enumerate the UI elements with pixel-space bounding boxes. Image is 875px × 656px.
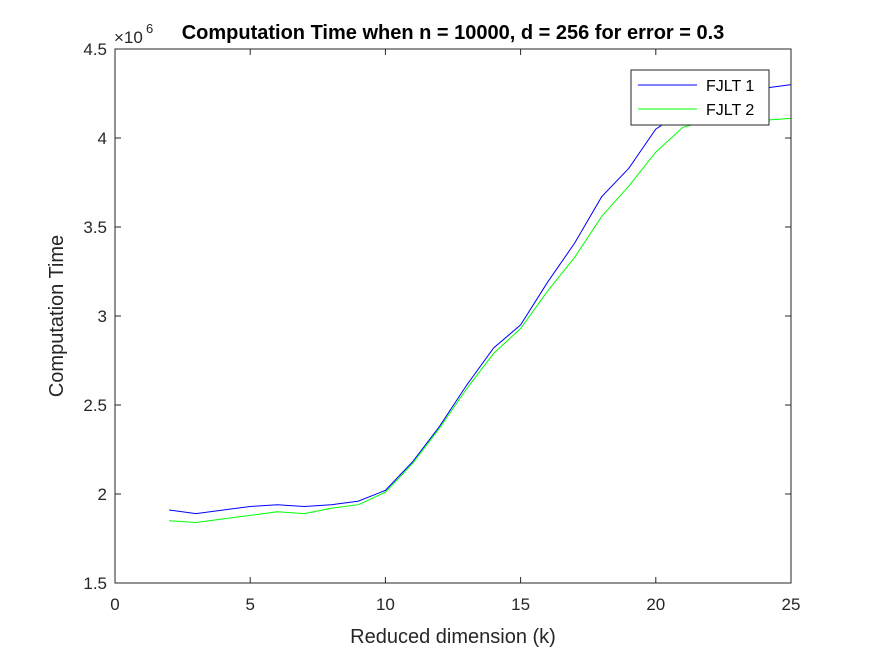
legend: FJLT 1 FJLT 2 xyxy=(630,69,770,126)
y-tick-label: 4 xyxy=(98,129,107,148)
x-tick-label: 25 xyxy=(782,595,801,614)
x-tick-label: 5 xyxy=(245,595,254,614)
x-tick-label: 15 xyxy=(511,595,530,614)
x-tick-label: 0 xyxy=(110,595,119,614)
chart-title: Computation Time when n = 10000, d = 256… xyxy=(182,22,725,44)
series-line-fjlt-2 xyxy=(169,117,792,524)
y-tick-label: 2 xyxy=(98,485,107,504)
legend-box xyxy=(630,69,770,126)
legend-label-fjlt-1: FJLT 1 xyxy=(706,78,754,95)
y-exponent-base: ×10 xyxy=(114,28,143,47)
x-tick-label: 10 xyxy=(376,595,395,614)
y-axis-label: Computation Time xyxy=(46,235,68,397)
x-tick-label: 20 xyxy=(646,595,665,614)
y-tick-label: 3 xyxy=(98,307,107,326)
ticks-layer: 0 5 10 15 20 25 1.5 2 2.5 3 3.5 4 4.5 xyxy=(83,40,800,614)
plot-area xyxy=(115,49,791,583)
y-tick-label: 4.5 xyxy=(83,40,107,59)
y-tick-label: 1.5 xyxy=(83,574,107,593)
y-tick-label: 2.5 xyxy=(83,396,107,415)
x-axis-label: Reduced dimension (k) xyxy=(350,626,556,648)
y-exponent-power: 6 xyxy=(146,21,153,36)
legend-label-fjlt-2: FJLT 2 xyxy=(706,102,754,119)
y-tick-label: 3.5 xyxy=(83,218,107,237)
